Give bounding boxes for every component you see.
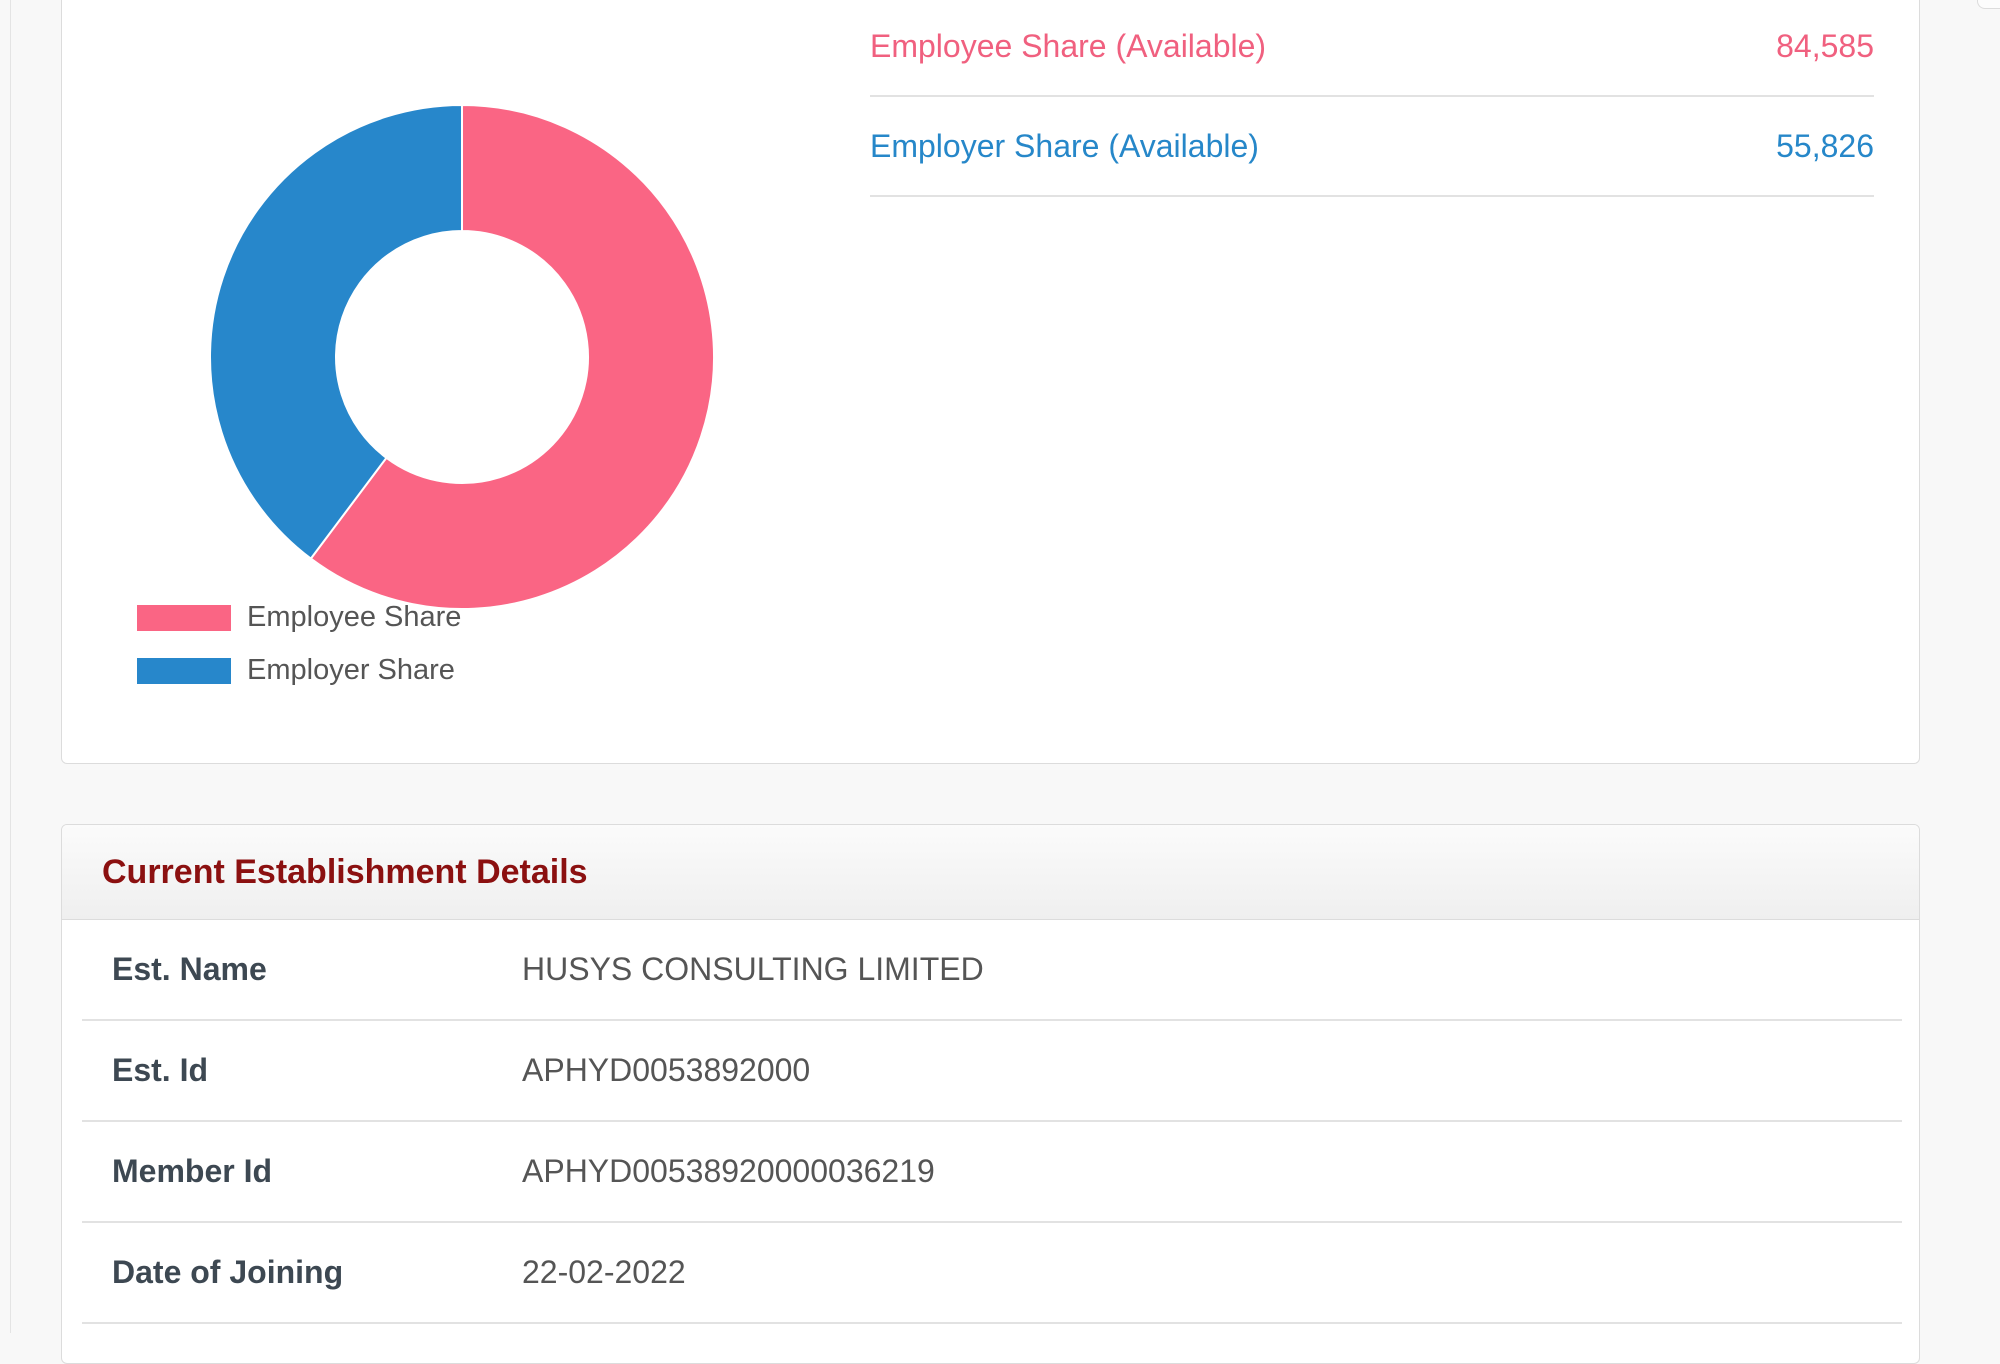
date-of-joining-value: 22-02-2022 [522,1254,686,1290]
table-row-est-id: Est. Id APHYD0053892000 [82,1021,1902,1122]
employer-share-row: Employer Share (Available) 55,826 [870,97,1874,197]
legend-item-employee[interactable]: Employee Share [137,591,461,644]
employer-share-value: 55,826 [1776,127,1874,164]
establishment-details-panel: Current Establishment Details Est. Name … [61,824,1920,1364]
donut-slice-employee-share[interactable] [309,103,715,610]
employee-share-row: Employee Share (Available) 84,585 [870,0,1874,97]
legend-label-employer: Employer Share [247,654,455,686]
date-of-joining-label: Date of Joining [112,1254,344,1290]
employee-share-value: 84,585 [1776,27,1874,64]
legend-swatch-employee [137,604,231,631]
employer-share-label: Employer Share (Available) [870,127,1259,164]
passbook-chart-panel: Employee Share Employer Share Employee S… [61,0,1920,764]
est-name-value: HUSYS CONSULTING LIMITED [522,951,984,987]
establishment-panel-header: Current Establishment Details [62,825,1919,920]
page-left-border [10,0,11,1333]
employee-share-label: Employee Share (Available) [870,27,1267,64]
legend-item-employer[interactable]: Employer Share [137,644,461,697]
table-row-date-of-joining: Date of Joining 22-02-2022 [82,1223,1902,1324]
legend-label-employee: Employee Share [247,601,462,633]
legend-swatch-employer [137,657,231,684]
share-donut-chart [209,103,715,610]
adjacent-panel-corner [1977,0,2000,9]
member-id-label: Member Id [112,1153,273,1189]
table-row-est-name: Est. Name HUSYS CONSULTING LIMITED [82,920,1902,1021]
est-id-value: APHYD0053892000 [522,1052,811,1088]
table-row-member-id: Member Id APHYD00538920000036219 [82,1122,1902,1223]
member-id-value: APHYD00538920000036219 [522,1153,935,1189]
chart-legend: Employee Share Employer Share [137,591,461,697]
establishment-panel-title: Current Establishment Details [102,852,588,891]
establishment-details-table: Est. Name HUSYS CONSULTING LIMITED Est. … [82,920,1902,1324]
available-share-list: Employee Share (Available) 84,585 Employ… [870,0,1874,197]
est-id-label: Est. Id [112,1052,209,1088]
est-name-label: Est. Name [112,951,267,987]
donut-slice-employer-share[interactable] [209,103,463,561]
